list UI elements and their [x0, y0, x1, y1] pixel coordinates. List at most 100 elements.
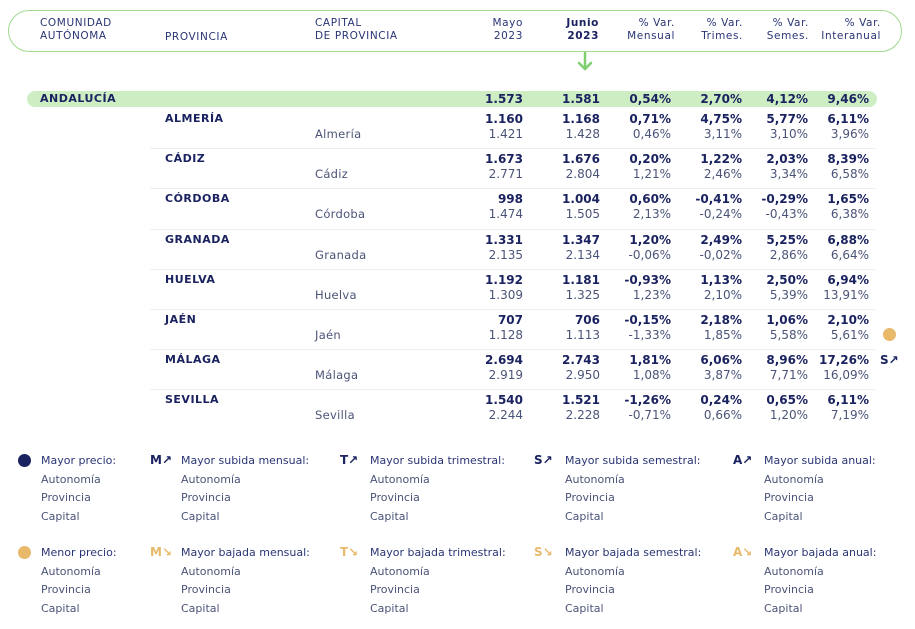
- province-value-junio: 2.743: [562, 353, 600, 368]
- capital-value-var-trimes: -0,24%: [699, 207, 742, 222]
- capital-value-junio: 2.228: [565, 408, 600, 423]
- province-value-var-mensual: 0,71%: [629, 112, 671, 126]
- province-value-var-trimes: 0,24%: [700, 393, 742, 408]
- province-name: CÁDIZ: [165, 152, 206, 166]
- legend-item: Autonomía: [41, 564, 101, 578]
- capital-value-mayo: 1.309: [488, 287, 523, 302]
- row-separator: [150, 268, 875, 270]
- capital-value-mayo: 2.771: [488, 167, 523, 182]
- legend-item: Provincia: [181, 491, 231, 504]
- capital-value-var-semes: 7,71%: [769, 368, 808, 383]
- region-value-var-trimes: 2,70%: [700, 92, 742, 106]
- province-value-var-semes: -0,29%: [761, 192, 808, 207]
- province-value-var-semes: 2,03%: [766, 152, 808, 167]
- capital-name: Almería: [315, 127, 362, 141]
- province-value-var-interanual: 6,11%: [827, 112, 869, 126]
- legend-item: Capital: [41, 509, 80, 523]
- capital-value-mayo: 2.244: [488, 408, 523, 423]
- capital-value-var-semes: 5,39%: [769, 287, 808, 302]
- header-var-trimes: % Var. Trimes.: [681, 17, 743, 43]
- capital-value-var-mensual: 1,23%: [632, 287, 671, 302]
- capital-value-var-interanual: 3,96%: [830, 127, 869, 141]
- header-provincia: PROVINCIA: [165, 31, 228, 43]
- header-var-interanual-line1: % Var.: [844, 17, 881, 29]
- rise-symbol-icon: S↗: [534, 453, 553, 467]
- province-value-var-interanual: 8,39%: [827, 152, 869, 167]
- capital-value-var-trimes: 2,46%: [703, 167, 742, 182]
- province-value-mayo: 707: [497, 313, 523, 327]
- region-value-junio: 1.581: [562, 92, 600, 106]
- province-value-var-mensual: -1,26%: [624, 393, 671, 408]
- province-value-var-trimes: 2,49%: [700, 232, 742, 247]
- legend-title: Mayor bajada trimestral:: [370, 546, 506, 559]
- province-value-mayo: 2.694: [485, 353, 523, 368]
- province-name: CÓRDOBA: [165, 192, 230, 206]
- capital-value-var-semes: 1,20%: [769, 408, 808, 423]
- province-value-junio: 1.521: [562, 393, 600, 408]
- row-separator: [150, 188, 875, 190]
- province-value-junio: 1.347: [562, 232, 600, 247]
- province-value-mayo: 1.192: [485, 272, 523, 287]
- legend-item: Provincia: [565, 583, 615, 596]
- province-value-var-semes: 1,06%: [766, 313, 808, 327]
- legend-item: Capital: [764, 509, 803, 523]
- capital-value-var-semes: -0,43%: [765, 207, 808, 222]
- capital-value-var-semes: 3,34%: [769, 167, 808, 182]
- province-value-var-mensual: -0,15%: [624, 313, 671, 327]
- legend-item: Autonomía: [41, 472, 101, 486]
- legend-item: Capital: [181, 509, 220, 523]
- province-name: JAÉN: [165, 313, 197, 326]
- header-comunidad: COMUNIDAD AUTÓNOMA: [40, 17, 112, 43]
- capital-name: Málaga: [315, 368, 359, 383]
- province-value-var-trimes: 1,22%: [700, 152, 742, 167]
- header-capital-line1: CAPITAL: [315, 17, 362, 29]
- legend-item: Provincia: [181, 583, 231, 596]
- province-value-mayo: 1.540: [485, 393, 523, 408]
- capital-value-var-interanual: 5,61%: [830, 328, 869, 342]
- row-separator: [150, 148, 875, 150]
- province-name: SEVILLA: [165, 393, 220, 407]
- province-value-var-semes: 5,77%: [766, 112, 808, 126]
- province-value-mayo: 1.673: [485, 152, 523, 167]
- province-value-var-mensual: 1,20%: [629, 232, 671, 247]
- capital-value-var-mensual: 2,13%: [632, 207, 671, 222]
- province-value-junio: 1.676: [562, 152, 600, 167]
- province-value-var-semes: 5,25%: [766, 232, 808, 247]
- province-value-junio: 706: [574, 313, 600, 327]
- legend-item: Provincia: [41, 583, 91, 596]
- legend-item: Capital: [565, 509, 604, 523]
- capital-value-var-trimes: -0,02%: [699, 247, 742, 262]
- legend-item: Capital: [565, 601, 604, 615]
- capital-value-mayo: 2.135: [488, 247, 523, 262]
- province-value-var-trimes: 2,18%: [700, 313, 742, 327]
- capital-value-mayo: 1.421: [488, 127, 523, 141]
- province-value-var-semes: 0,65%: [766, 393, 808, 408]
- header-var-interanual-line2: Interanual: [821, 30, 881, 42]
- fall-symbol-icon: S↘: [534, 545, 553, 559]
- legend-item: Capital: [181, 601, 220, 615]
- legend-item: Provincia: [370, 583, 420, 596]
- capital-name: Granada: [315, 247, 367, 262]
- capital-value-junio: 2.804: [565, 167, 600, 182]
- fall-symbol-icon: M↘: [150, 545, 172, 559]
- capital-value-var-interanual: 6,64%: [830, 247, 869, 262]
- capital-value-var-semes: 5,58%: [769, 328, 808, 342]
- header-var-trimes-line1: % Var.: [706, 17, 743, 29]
- legend-title: Mayor subida semestral:: [565, 454, 701, 467]
- capital-value-var-mensual: -0,06%: [628, 247, 671, 262]
- capital-name: Córdoba: [315, 207, 366, 222]
- legend-item: Autonomía: [565, 472, 625, 486]
- legend-title: Mayor bajada anual:: [764, 546, 877, 559]
- capital-value-var-interanual: 13,91%: [823, 287, 869, 302]
- province-value-junio: 1.168: [562, 112, 600, 126]
- header-var-trimes-line2: Trimes.: [701, 30, 743, 42]
- min-price-dot-icon: [883, 328, 896, 341]
- province-value-var-trimes: 6,06%: [700, 353, 742, 368]
- region-value-var-mensual: 0,54%: [629, 92, 671, 106]
- header-comunidad-line2: AUTÓNOMA: [40, 30, 107, 42]
- capital-value-junio: 1.113: [565, 328, 600, 342]
- province-value-var-interanual: 6,88%: [827, 232, 869, 247]
- province-name: GRANADA: [165, 232, 230, 246]
- header-var-semes-line2: Semes.: [766, 30, 809, 42]
- header-var-mensual-line2: Mensual: [627, 30, 675, 42]
